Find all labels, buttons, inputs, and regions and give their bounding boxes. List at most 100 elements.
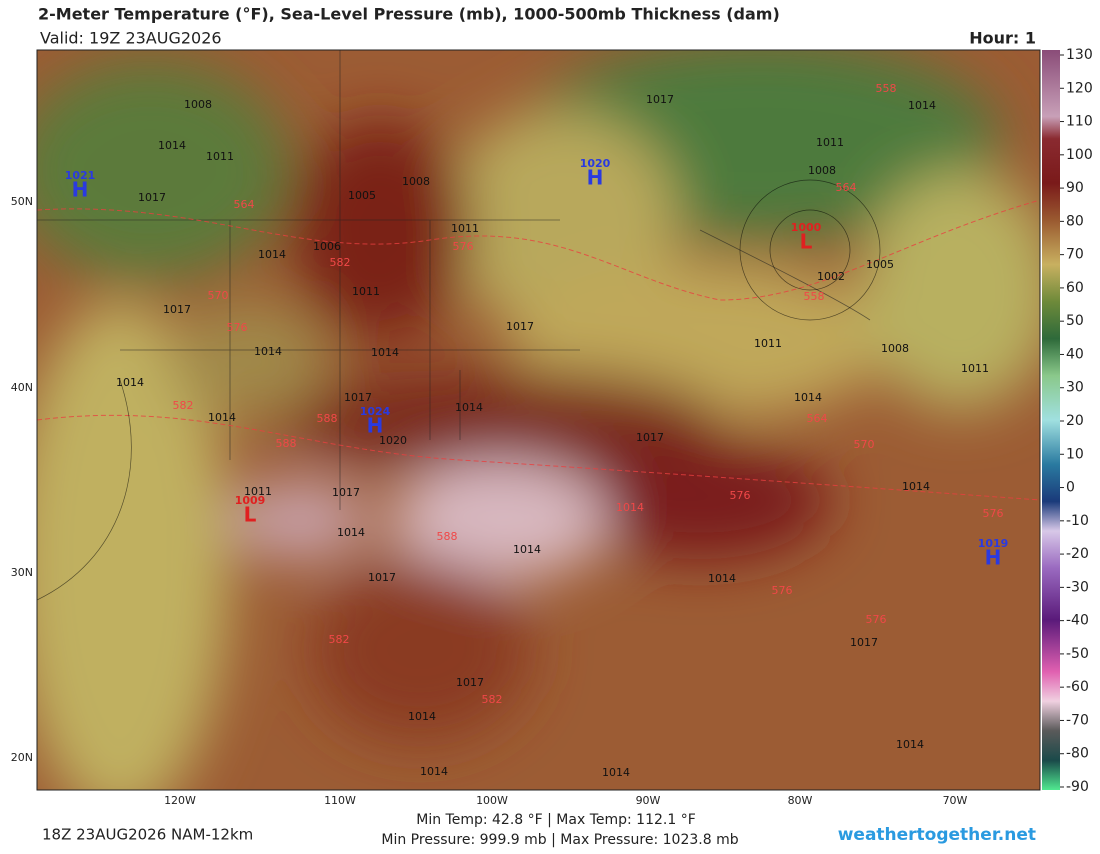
colorbar-label: -70 (1066, 712, 1089, 728)
longitude-label: 120W (164, 794, 196, 807)
isobar-label: 1017 (344, 391, 372, 404)
isobar-label: 1017 (850, 636, 878, 649)
thickness-label: 576 (772, 584, 793, 597)
thickness-label: 582 (329, 633, 350, 646)
isobar-label: 1014 (337, 526, 365, 539)
longitude-label: 90W (636, 794, 661, 807)
isobar-label: 1014 (208, 411, 236, 424)
thickness-label: 558 (804, 290, 825, 303)
colorbar-label: 120 (1066, 80, 1093, 96)
low-pressure-value: 1000 (791, 221, 822, 234)
thickness-label: 576 (866, 613, 887, 626)
isobar-label: 1011 (451, 222, 479, 235)
temp-range: Min Temp: 42.8 °F | Max Temp: 112.1 °F (416, 812, 696, 828)
high-pressure-value: 1024 (360, 405, 391, 418)
colorbar-label: 130 (1066, 47, 1093, 63)
colorbar-label: 90 (1066, 180, 1084, 196)
low-pressure-letter: L (800, 230, 813, 254)
isobar-label: 1006 (313, 240, 341, 253)
isobar-label: 1011 (754, 337, 782, 350)
pressure-range: Min Pressure: 999.9 mb | Max Pressure: 1… (381, 832, 738, 848)
isobar-label: 1011 (816, 136, 844, 149)
isobar-label: 1014 (908, 99, 936, 112)
colorbar-label: -90 (1066, 779, 1089, 795)
thickness-label: 576 (227, 321, 248, 334)
isobar-label: 1002 (817, 270, 845, 283)
colorbar-label: 30 (1066, 380, 1084, 396)
thickness-label: 582 (173, 399, 194, 412)
isobar-label: 1011 (961, 362, 989, 375)
isobar-label: 1017 (332, 486, 360, 499)
map (37, 50, 1040, 790)
isobar-label: 1017 (368, 571, 396, 584)
isobar-label: 1011 (206, 150, 234, 163)
isobar-label: 1008 (184, 98, 212, 111)
isobar-label: 1014 (455, 401, 483, 414)
colorbar-label: 70 (1066, 247, 1084, 263)
isobar-label: 1017 (506, 320, 534, 333)
latitude-label: 50N (11, 195, 33, 208)
isobar-label: 1014 (254, 345, 282, 358)
model-run: 18Z 23AUG2026 NAM-12km (42, 826, 253, 844)
high-pressure-value: 1019 (978, 537, 1009, 550)
isobar-label: 1005 (866, 258, 894, 271)
longitude-label: 110W (324, 794, 356, 807)
thickness-label: 564 (234, 198, 255, 211)
colorbar-label: 0 (1066, 480, 1075, 496)
isobar-label: 1014 (371, 346, 399, 359)
low-pressure-value: 1009 (235, 494, 266, 507)
isobar-label: 1008 (881, 342, 909, 355)
thickness-label: 1014 (616, 501, 644, 514)
isobar-label: 1011 (352, 285, 380, 298)
longitude-label: 70W (943, 794, 968, 807)
colorbar (1042, 50, 1060, 790)
high-pressure-letter: H (367, 414, 384, 438)
isobar-label: 1020 (379, 434, 407, 447)
isobar-label: 1005 (348, 189, 376, 202)
colorbar-label: -10 (1066, 513, 1089, 529)
isobar-label: 1014 (158, 139, 186, 152)
isobar-label: 1011 (244, 485, 272, 498)
colorbar-label: 50 (1066, 313, 1084, 329)
colorbar-label: 80 (1066, 213, 1084, 229)
thickness-label: 570 (854, 438, 875, 451)
high-pressure-letter: H (587, 166, 604, 190)
isobar-label: 1014 (408, 710, 436, 723)
isobar-label: 1017 (646, 93, 674, 106)
colorbar-label: -20 (1066, 546, 1089, 562)
isobar-label: 1017 (163, 303, 191, 316)
colorbar-label: 110 (1066, 114, 1093, 130)
isobar-label: 1017 (138, 191, 166, 204)
thickness-label: 582 (330, 256, 351, 269)
longitude-label: 100W (476, 794, 508, 807)
latitude-label: 40N (11, 381, 33, 394)
thickness-label: 576 (983, 507, 1004, 520)
colorbar-label: -40 (1066, 613, 1089, 629)
high-pressure-letter: H (985, 546, 1002, 570)
isobar-label: 1014 (602, 766, 630, 779)
thickness-label: 570 (208, 289, 229, 302)
thickness-label: 588 (317, 412, 338, 425)
thickness-label: 564 (807, 412, 828, 425)
colorbar-label: 10 (1066, 446, 1084, 462)
isobar-label: 1017 (456, 676, 484, 689)
valid-time: Valid: 19Z 23AUG2026 (40, 29, 222, 48)
isobar-label: 1014 (258, 248, 286, 261)
longitude-label: 80W (788, 794, 813, 807)
colorbar-label: 60 (1066, 280, 1084, 296)
thickness-label: 564 (836, 181, 857, 194)
thickness-label: 588 (437, 530, 458, 543)
isobar-label: 1014 (896, 738, 924, 751)
thickness-label: 588 (276, 437, 297, 450)
high-pressure-value: 1020 (580, 157, 611, 170)
high-pressure-value: 1021 (65, 169, 96, 182)
thickness-label: 576 (453, 240, 474, 253)
low-pressure-letter: L (244, 503, 257, 527)
isobar-label: 1017 (636, 431, 664, 444)
isobar-label: 1014 (513, 543, 541, 556)
isobar-label: 1014 (902, 480, 930, 493)
latitude-label: 20N (11, 751, 33, 764)
colorbar-label: -60 (1066, 679, 1089, 695)
thickness-label: 558 (876, 82, 897, 95)
site-name: weathertogether.net (838, 825, 1036, 845)
